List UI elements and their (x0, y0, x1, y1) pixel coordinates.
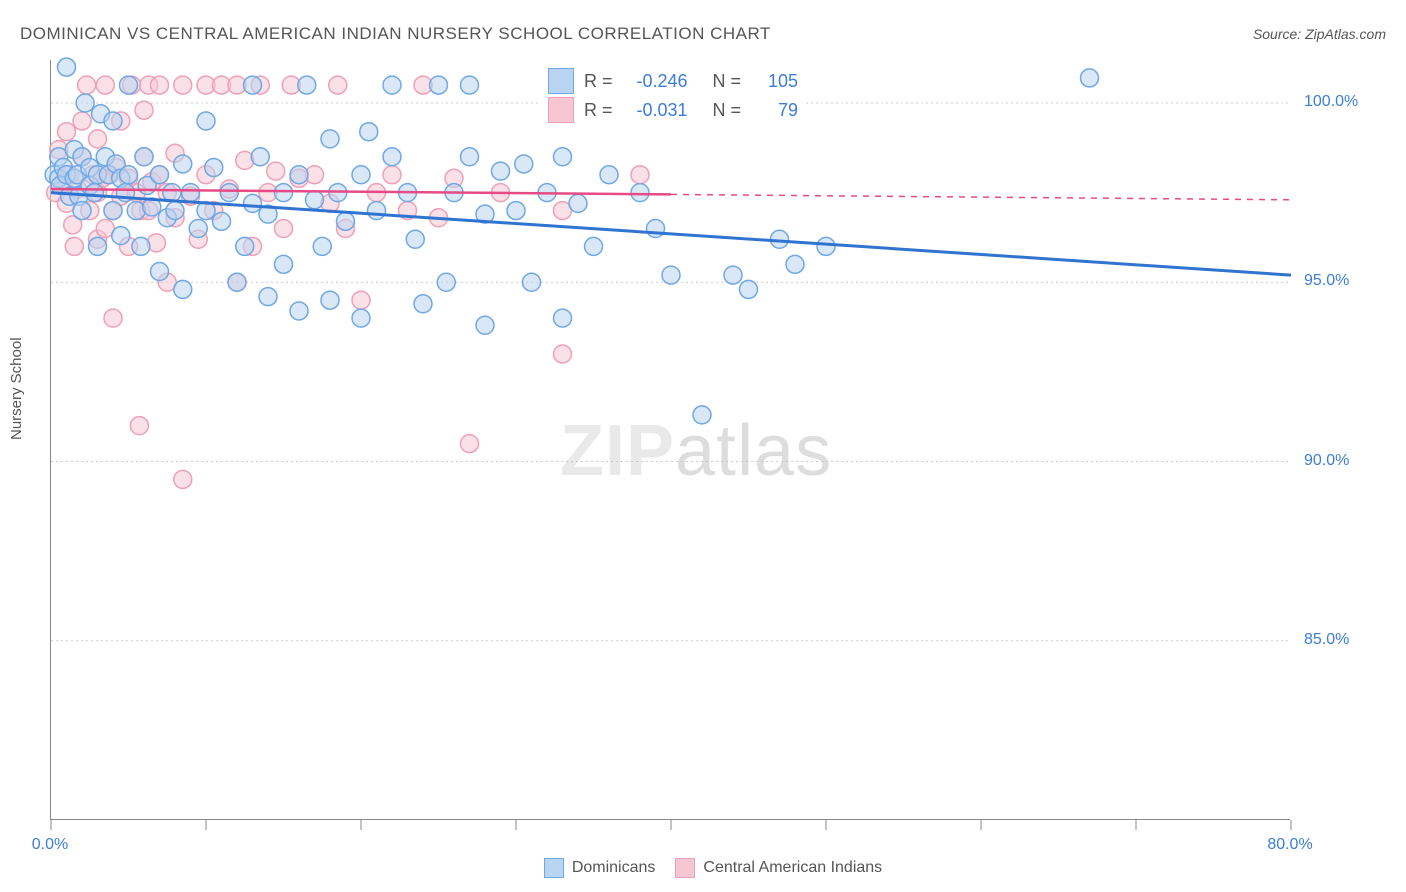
stats-row: R = -0.246 N = 105 (548, 67, 798, 96)
plot-area (50, 60, 1290, 820)
chart-title: DOMINICAN VS CENTRAL AMERICAN INDIAN NUR… (20, 24, 771, 44)
legend-swatch (675, 858, 695, 878)
bottom-legend: Dominicans Central American Indians (0, 858, 1406, 878)
stats-n-label: N = (698, 96, 747, 125)
y-tick-label: 95.0% (1304, 272, 1374, 290)
stats-r-label: R = (584, 67, 618, 96)
stats-row: R = -0.031 N = 79 (548, 96, 798, 125)
source-label: Source: ZipAtlas.com (1253, 26, 1386, 42)
x-tick-label: 80.0% (1260, 836, 1320, 854)
y-tick-label: 85.0% (1304, 631, 1374, 649)
stats-r-label: R = (584, 96, 618, 125)
stats-r-value: -0.246 (628, 67, 688, 96)
y-tick-label: 100.0% (1304, 93, 1374, 111)
stats-legend-box: R = -0.246 N = 105R = -0.031 N = 79 (540, 63, 806, 129)
stats-r-value: -0.031 (628, 96, 688, 125)
legend-label: Dominicans (572, 859, 656, 876)
stats-swatch (548, 68, 574, 94)
legend-label: Central American Indians (703, 859, 882, 876)
stats-n-value: 105 (756, 67, 798, 96)
stats-n-label: N = (698, 67, 747, 96)
scatter-svg (51, 60, 1291, 820)
x-tick-label: 0.0% (20, 836, 80, 854)
y-axis-label: Nursery School (8, 337, 25, 440)
legend-swatch (544, 858, 564, 878)
stats-n-value: 79 (756, 96, 798, 125)
stats-swatch (548, 97, 574, 123)
y-tick-label: 90.0% (1304, 452, 1374, 470)
